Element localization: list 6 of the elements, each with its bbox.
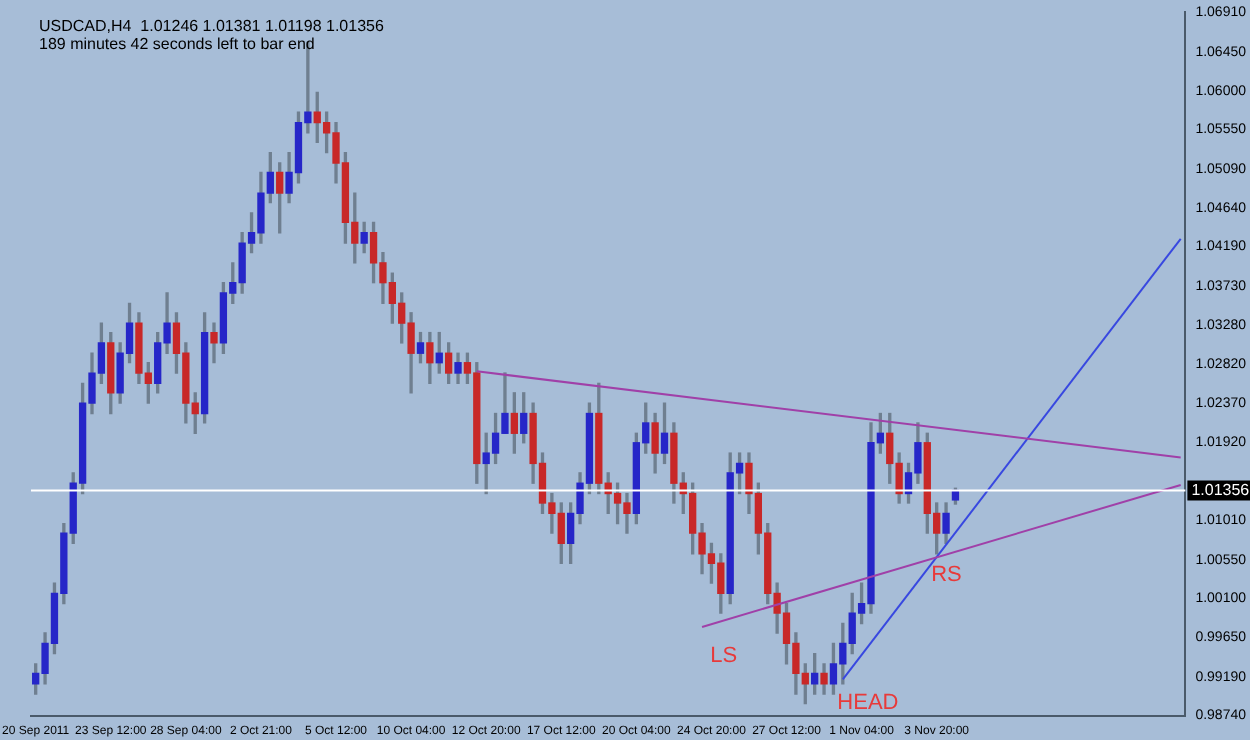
- ref-line-label: 1.01356: [1191, 480, 1250, 499]
- annotation: HEAD: [837, 691, 899, 715]
- annotation: LS: [710, 643, 738, 668]
- annotation: RS: [931, 563, 962, 588]
- text: 189 minutes 42 seconds left to bar end: [38, 34, 315, 53]
- chart-title: USDCAD,H4 1.01246 1.01381 1.01198 1.01356: [38, 16, 385, 35]
